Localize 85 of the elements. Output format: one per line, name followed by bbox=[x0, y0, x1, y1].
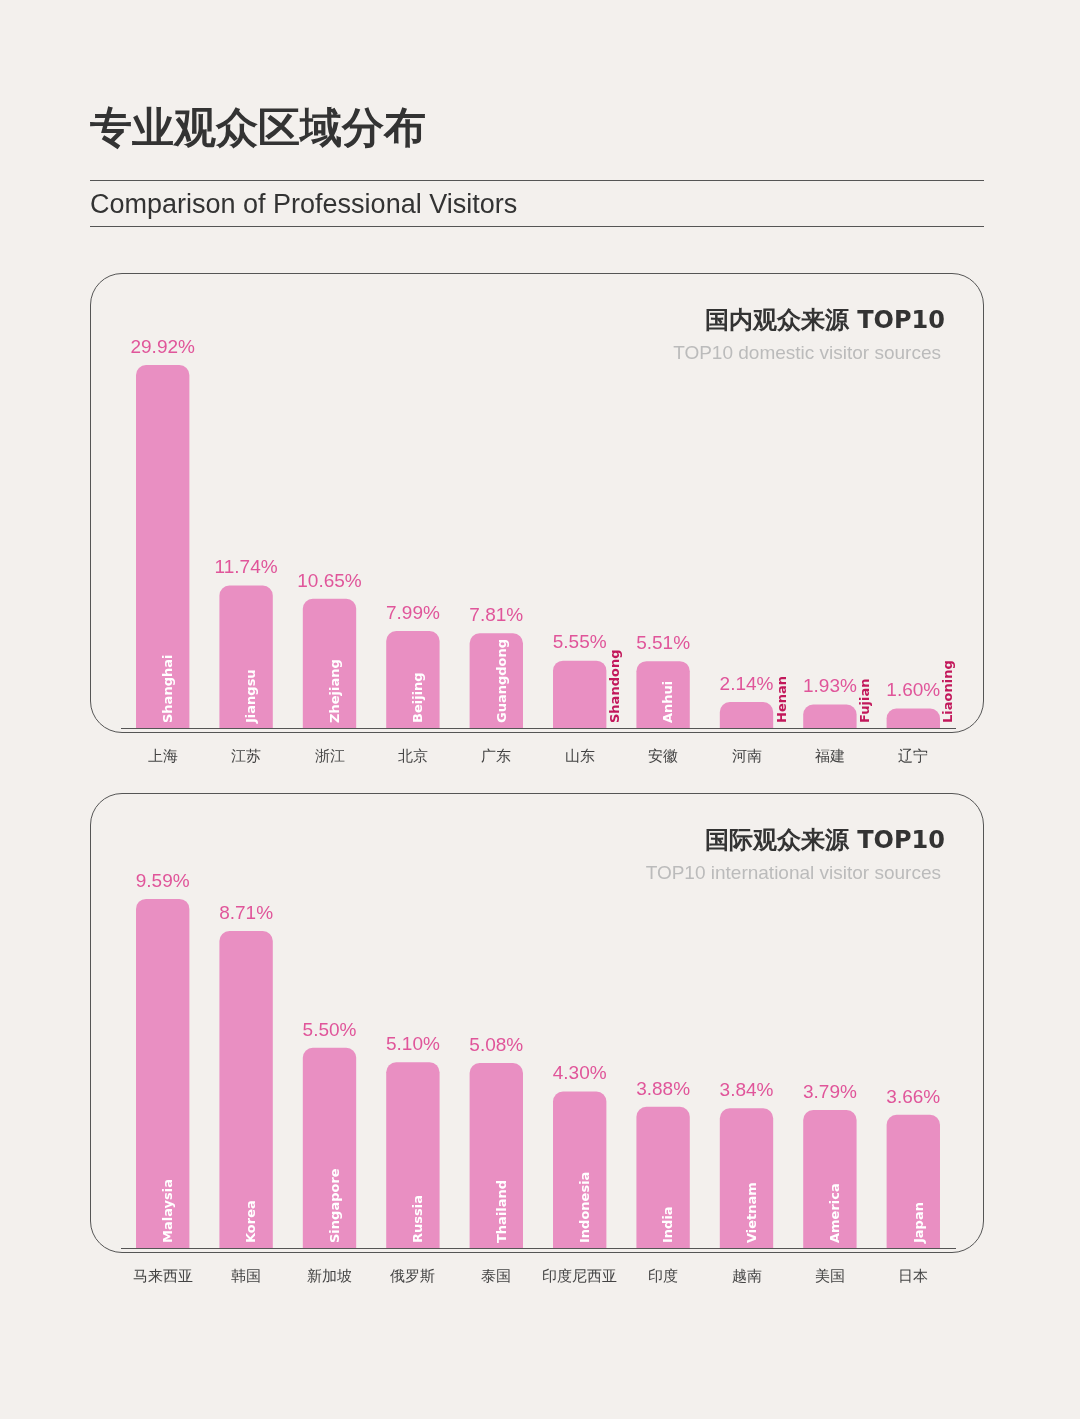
annotation: Singapore bbox=[326, 1168, 342, 1243]
x-tick-label: 马来西亚 bbox=[132, 1266, 193, 1285]
bar bbox=[636, 661, 690, 728]
x-tick-label: 韩国 bbox=[231, 1266, 262, 1285]
x-tick-label: 俄罗斯 bbox=[390, 1266, 436, 1285]
bar bbox=[636, 1106, 690, 1248]
bar bbox=[886, 1114, 940, 1248]
data-label: 2.14% bbox=[719, 672, 774, 694]
annotation: Vietnam bbox=[743, 1182, 759, 1243]
x-tick-label: 辽宁 bbox=[898, 746, 929, 765]
annotation: Korea bbox=[243, 1200, 259, 1243]
bar bbox=[302, 1047, 357, 1248]
bar bbox=[803, 704, 857, 728]
x-tick-label: 浙江 bbox=[314, 746, 345, 765]
chart-title: 国际观众来源 TOP10 bbox=[704, 825, 945, 856]
x-tick-label: 福建 bbox=[814, 746, 845, 765]
x-tick-label: 印度 bbox=[648, 1266, 679, 1285]
data-label: 3.66% bbox=[886, 1085, 941, 1107]
x-tick-label: 江苏 bbox=[231, 746, 262, 765]
x-tick-label: 越南 bbox=[731, 1266, 762, 1285]
data-label: 7.81% bbox=[469, 603, 524, 625]
x-tick-label: 山东 bbox=[564, 746, 595, 765]
text: 专业观众区域分布 bbox=[90, 100, 984, 181]
x-tick-label: 美国 bbox=[814, 1266, 845, 1285]
data-label: 11.74% bbox=[214, 556, 278, 578]
annotation: Beijing bbox=[410, 672, 426, 723]
chart-title: 国内观众来源 TOP10 bbox=[704, 305, 945, 336]
x-tick-label: 上海 bbox=[147, 746, 178, 765]
annotation: Russia bbox=[410, 1195, 426, 1243]
annotation: India bbox=[660, 1206, 676, 1243]
bar bbox=[553, 660, 607, 728]
bar bbox=[553, 1091, 607, 1248]
bar bbox=[886, 708, 940, 728]
bar bbox=[219, 585, 273, 728]
annotation: Shanghai bbox=[160, 654, 176, 723]
annotation: Henan bbox=[773, 676, 789, 723]
annotation: Malaysia bbox=[160, 1179, 176, 1243]
chart-subtitle: TOP10 international visitor sources bbox=[645, 862, 941, 884]
data-label: 29.92% bbox=[130, 335, 196, 357]
annotation: Indonesia bbox=[577, 1171, 593, 1243]
data-label: 4.30% bbox=[552, 1062, 607, 1084]
data-label: 5.50% bbox=[302, 1018, 357, 1040]
annotation: Japan bbox=[910, 1202, 926, 1244]
annotation: Shandong bbox=[606, 649, 622, 723]
chart-subtitle: TOP10 domestic visitor sources bbox=[673, 342, 941, 364]
x-tick-label: 北京 bbox=[397, 746, 428, 765]
data-label: 5.55% bbox=[552, 631, 607, 653]
data-label: 3.84% bbox=[719, 1078, 774, 1100]
annotation: Fujian bbox=[856, 678, 872, 723]
bar bbox=[803, 1110, 857, 1248]
data-label: 5.08% bbox=[469, 1033, 524, 1055]
data-label: 5.10% bbox=[385, 1033, 440, 1055]
bar bbox=[302, 598, 357, 728]
x-tick-label: 印度尼西亚 bbox=[542, 1266, 618, 1285]
bar bbox=[386, 631, 440, 728]
x-tick-label: 河南 bbox=[731, 746, 762, 765]
bar bbox=[219, 930, 273, 1248]
x-tick-label: 日本 bbox=[898, 1266, 929, 1285]
x-tick-label: 新加坡 bbox=[307, 1266, 352, 1285]
annotation: Jiangsu bbox=[243, 669, 259, 724]
text: Comparison of Professional Visitors bbox=[90, 181, 984, 227]
annotation: Zhejiang bbox=[326, 659, 342, 723]
bar bbox=[719, 702, 774, 728]
annotation: Liaoning bbox=[940, 660, 956, 723]
bar bbox=[136, 898, 190, 1248]
bar bbox=[719, 1108, 774, 1248]
data-label: 5.51% bbox=[636, 631, 691, 653]
data-label: 3.79% bbox=[802, 1080, 857, 1102]
annotation: Thailand bbox=[493, 1179, 509, 1243]
data-label: 10.65% bbox=[297, 569, 362, 591]
annotation: Guangdong bbox=[493, 638, 509, 723]
x-tick-label: 安徽 bbox=[648, 746, 679, 765]
bar bbox=[386, 1062, 440, 1248]
data-label: 7.99% bbox=[385, 601, 440, 623]
bar bbox=[469, 1063, 523, 1248]
annotation: America bbox=[827, 1183, 843, 1243]
x-tick-label: 广东 bbox=[481, 746, 512, 765]
x-tick-label: 泰国 bbox=[481, 1266, 512, 1285]
annotation: Anhui bbox=[660, 680, 676, 723]
data-label: 9.59% bbox=[135, 869, 190, 891]
data-label: 3.88% bbox=[636, 1077, 691, 1099]
data-label: 1.93% bbox=[802, 675, 857, 697]
bar bbox=[136, 364, 190, 728]
data-label: 8.71% bbox=[219, 901, 274, 923]
data-label: 1.60% bbox=[886, 679, 941, 701]
